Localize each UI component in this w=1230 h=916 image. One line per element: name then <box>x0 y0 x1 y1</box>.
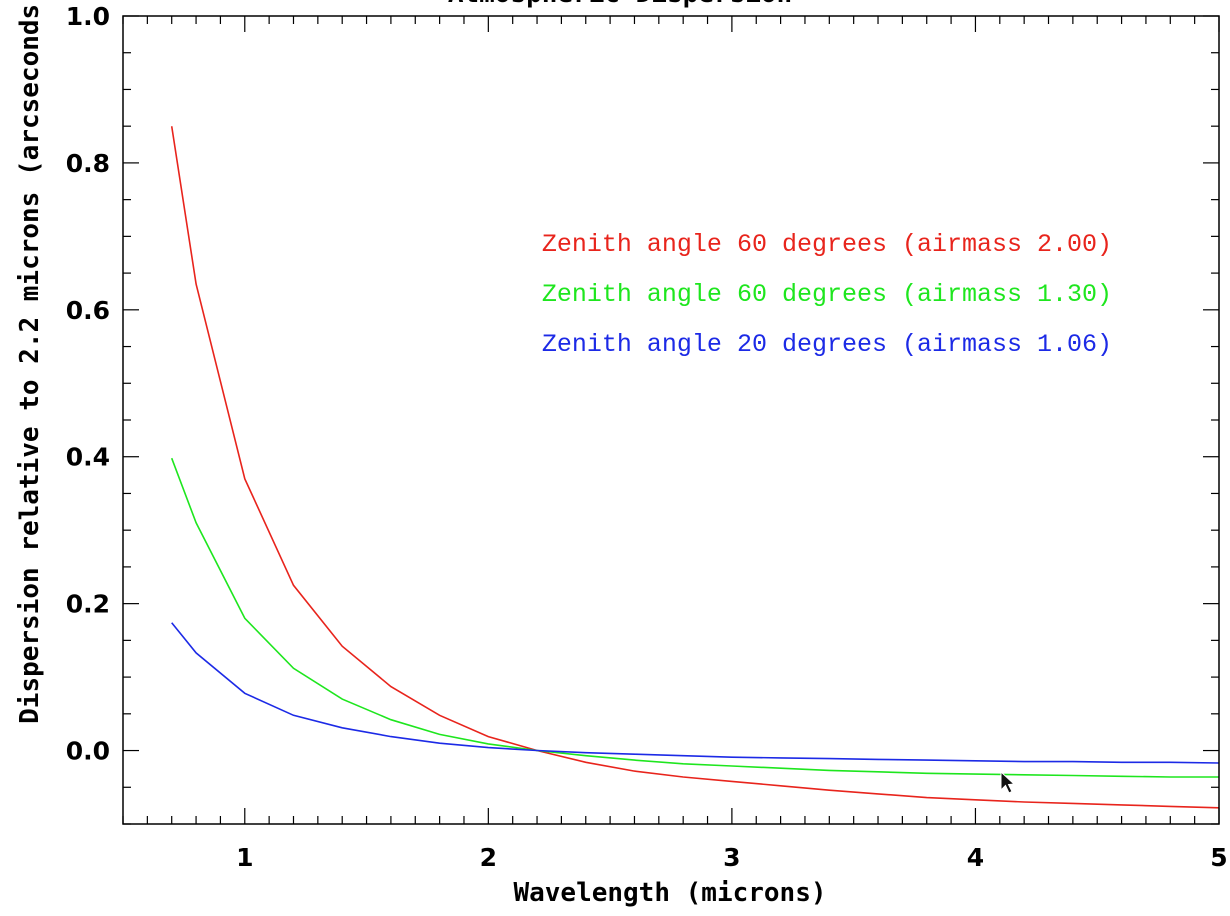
mouse-cursor-icon <box>1000 770 1016 794</box>
y-tick-label: 0.4 <box>66 443 110 472</box>
legend-entry-1: Zenith angle 60 degrees (airmass 2.00) <box>542 230 1112 259</box>
series-line-3 <box>171 622 1220 764</box>
x-tick-label: 3 <box>723 843 740 872</box>
y-tick-label: 0.2 <box>66 590 110 619</box>
x-tick-label: 2 <box>480 843 497 872</box>
x-tick-label: 4 <box>967 843 984 872</box>
series-line-1 <box>170 126 1220 809</box>
x-axis-title: Wavelength (microns) <box>513 878 826 908</box>
x-tick-label: 5 <box>1210 843 1227 872</box>
series-lines <box>170 126 1220 809</box>
chart-title: Atmospheric Dispersion <box>448 0 792 9</box>
y-tick-labels: 0.0 0.2 0.4 0.6 0.8 1.0 <box>66 2 110 766</box>
legend-entry-2: Zenith angle 60 degrees (airmass 1.30) <box>542 280 1112 309</box>
legend: Zenith angle 60 degrees (airmass 2.00) Ze… <box>542 230 1112 359</box>
y-tick-label: 0.0 <box>66 737 110 766</box>
plot-frame <box>122 15 1220 825</box>
y-tick-label: 0.6 <box>66 296 110 325</box>
legend-entry-3: Zenith angle 20 degrees (airmass 1.06) <box>542 330 1112 359</box>
axis-ticks <box>122 15 1220 825</box>
y-tick-label: 1.0 <box>66 2 110 31</box>
y-tick-label: 0.8 <box>66 149 110 178</box>
series-line-2 <box>170 457 1219 778</box>
x-tick-labels: 1 2 3 4 5 <box>236 843 1228 872</box>
x-tick-label: 1 <box>236 843 253 872</box>
y-axis-title: Dispersion relative to 2.2 microns (arcs… <box>15 0 45 724</box>
